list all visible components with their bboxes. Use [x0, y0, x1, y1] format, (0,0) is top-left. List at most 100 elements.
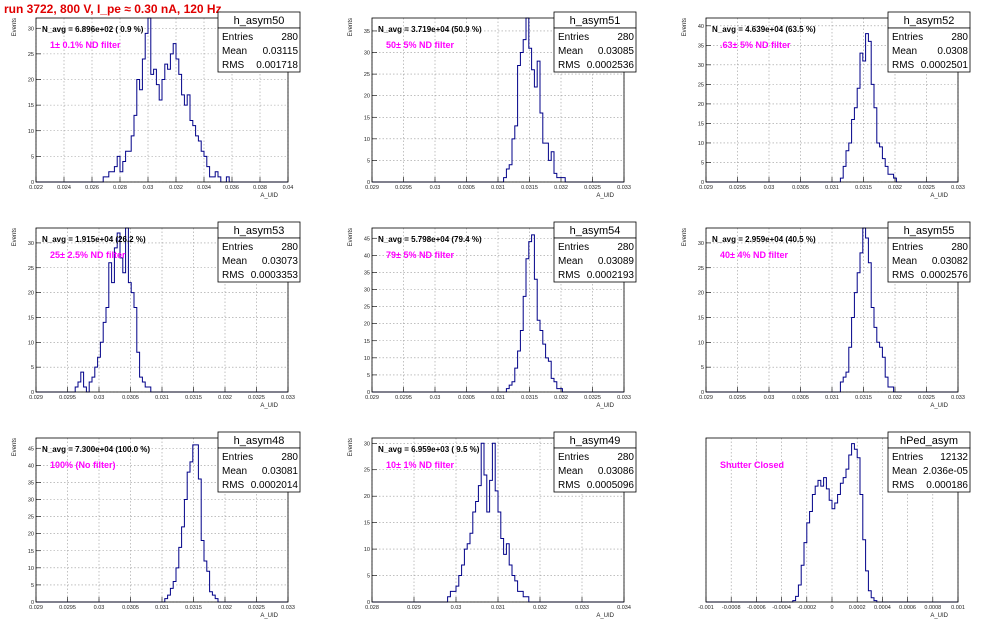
x-tick-label: 0.03 [764, 185, 775, 191]
filter-label: 25± 2.5% ND filter [50, 250, 126, 260]
navg-label: N_avg = 6.896e+02 ( 0.9 %) [42, 25, 144, 34]
y-tick-label: 25 [364, 72, 370, 78]
stat-value-entries: 280 [617, 242, 634, 253]
y-tick-label: 35 [28, 480, 34, 486]
x-tick-label: 0.034 [617, 605, 631, 611]
y-axis-label: Events [682, 228, 688, 246]
y-tick-label: 30 [364, 51, 370, 57]
stat-label-rms: RMS [558, 270, 581, 281]
plot-area: 0.029 0.0295 0.03 0.0305 0.031 0.0315 0.032 0.0… [682, 11, 971, 199]
stat-value-rms: 0.0002014 [251, 480, 299, 491]
y-tick-label: 20 [698, 291, 704, 297]
x-tick-label: 0.033 [617, 395, 631, 401]
x-tick-label: 0.034 [197, 185, 211, 191]
y-tick-label: 10 [698, 340, 704, 346]
x-tick-label: 0.03 [143, 185, 154, 191]
y-tick-label: 25 [28, 266, 34, 272]
y-tick-label: 15 [364, 115, 370, 121]
stats-values-box [887, 237, 971, 283]
histogram-panel-h_asym54: 0.029 0.0295 0.03 0.0305 0.031 0.0315 0.032 0.0… [348, 221, 637, 409]
navg-label: N_avg = 3.719e+04 (50.9 %) [378, 25, 482, 34]
x-tick-label: 0.031 [491, 185, 505, 191]
y-axis-label: Events [682, 18, 688, 36]
plot-frame [35, 227, 289, 393]
navg-label: N_avg = 4.639e+04 (63.5 %) [712, 25, 816, 34]
plot-area: 0.022 0.024 0.026 0.028 0.03 0.032 0.034 0.036 0… [12, 11, 301, 199]
y-tick-label: 10 [698, 141, 704, 147]
x-axis-label: A_UID [596, 193, 614, 199]
y-tick-label: 15 [698, 315, 704, 321]
x-tick-label: 0.029 [365, 185, 379, 191]
x-axis-label: A_UID [596, 613, 614, 619]
x-tick-label: 0.0315 [855, 185, 872, 191]
y-tick-label: 25 [364, 468, 370, 474]
plot-frame [705, 437, 959, 603]
x-tick-label: 0.031 [825, 395, 839, 401]
stat-label-rms: RMS [558, 60, 581, 71]
stats-box: hPed_asym Entries 12132 Mean 2.036e-05 RMS 0.0… [887, 431, 971, 493]
y-tick-label: 10 [364, 547, 370, 553]
x-tick-label: 0.0295 [729, 185, 746, 191]
plot-frame [371, 227, 625, 393]
x-axis-label: A_UID [930, 193, 948, 199]
x-tick-label: 0.031 [491, 605, 505, 611]
stat-label-entries: Entries [558, 32, 589, 43]
plot-area: -0.001 -0.0008 -0.0006 -0.0004 -0.0002 0 0.000… [698, 431, 971, 619]
x-tick-label: 0.0006 [899, 605, 916, 611]
y-tick-label: 45 [364, 236, 370, 242]
x-tick-label: 0 [830, 605, 833, 611]
stats-box: h_asym48 Entries 280 Mean 0.03081 RMS 0.000201… [217, 431, 301, 493]
y-tick-label: 40 [698, 24, 704, 30]
histogram-panel-h_asym55: 0.029 0.0295 0.03 0.0305 0.031 0.0315 0.032 0.0… [682, 221, 971, 409]
x-tick-label: 0.033 [951, 185, 965, 191]
stat-value-entries: 280 [281, 452, 298, 463]
x-tick-label: -0.0008 [722, 605, 741, 611]
x-tick-label: 0.033 [575, 605, 589, 611]
x-tick-label: 0.029 [699, 395, 713, 401]
histogram-name: h_asym52 [904, 15, 955, 27]
x-tick-label: 0.0315 [185, 395, 202, 401]
y-tick-label: 5 [31, 154, 34, 160]
y-tick-label: 0 [367, 390, 370, 396]
stats-box: h_asym55 Entries 280 Mean 0.03082 RMS 0.000257… [887, 221, 971, 283]
x-tick-label: 0.033 [281, 395, 295, 401]
stat-label-rms: RMS [892, 270, 915, 281]
y-tick-label: 45 [28, 446, 34, 452]
stat-value-rms: 0.0002576 [921, 270, 969, 281]
stat-label-entries: Entries [222, 32, 253, 43]
y-tick-label: 0 [701, 180, 704, 186]
stat-label-mean: Mean [558, 256, 583, 267]
x-tick-label: 0.001 [951, 605, 965, 611]
navg-label: N_avg = 7.300e+04 (100.0 %) [42, 445, 150, 454]
stat-value-rms: 0.0005096 [587, 480, 635, 491]
stats-values-box [217, 447, 301, 493]
y-tick-label: 30 [364, 288, 370, 294]
x-tick-label: 0.0325 [248, 605, 265, 611]
stat-value-mean: 0.03086 [598, 466, 635, 477]
stats-box: h_asym50 Entries 280 Mean 0.03115 RMS 0.001718 [217, 11, 301, 73]
x-tick-label: 0.0305 [458, 185, 475, 191]
plot-frame [35, 17, 289, 183]
filter-label: 1± 0.1% ND filter [50, 40, 121, 50]
x-axis-label: A_UID [930, 613, 948, 619]
stat-label-entries: Entries [892, 32, 923, 43]
x-tick-label: 0.033 [951, 395, 965, 401]
stat-label-entries: Entries [892, 452, 923, 463]
x-tick-label: 0.033 [281, 605, 295, 611]
stats-values-box [553, 237, 637, 283]
y-tick-label: 10 [364, 356, 370, 362]
x-tick-label: 0.024 [57, 185, 71, 191]
stat-value-entries: 280 [281, 32, 298, 43]
stats-box: h_asym52 Entries 280 Mean 0.0308 RMS 0.0002501 [887, 11, 971, 73]
y-tick-label: 40 [28, 463, 34, 469]
x-tick-label: 0.03 [430, 395, 441, 401]
histogram-name: h_asym54 [570, 225, 621, 237]
y-axis-label: Events [348, 18, 354, 36]
navg-label: N_avg = 6.959e+03 ( 9.5 %) [378, 445, 480, 454]
y-tick-label: 0 [701, 390, 704, 396]
histogram-panel-hPed_asym: -0.001 -0.0008 -0.0006 -0.0004 -0.0002 0 0.000… [698, 431, 971, 619]
stat-label-rms: RMS [222, 480, 245, 491]
x-tick-label: 0.031 [491, 395, 505, 401]
x-tick-label: 0.031 [155, 395, 169, 401]
y-tick-label: 10 [28, 340, 34, 346]
